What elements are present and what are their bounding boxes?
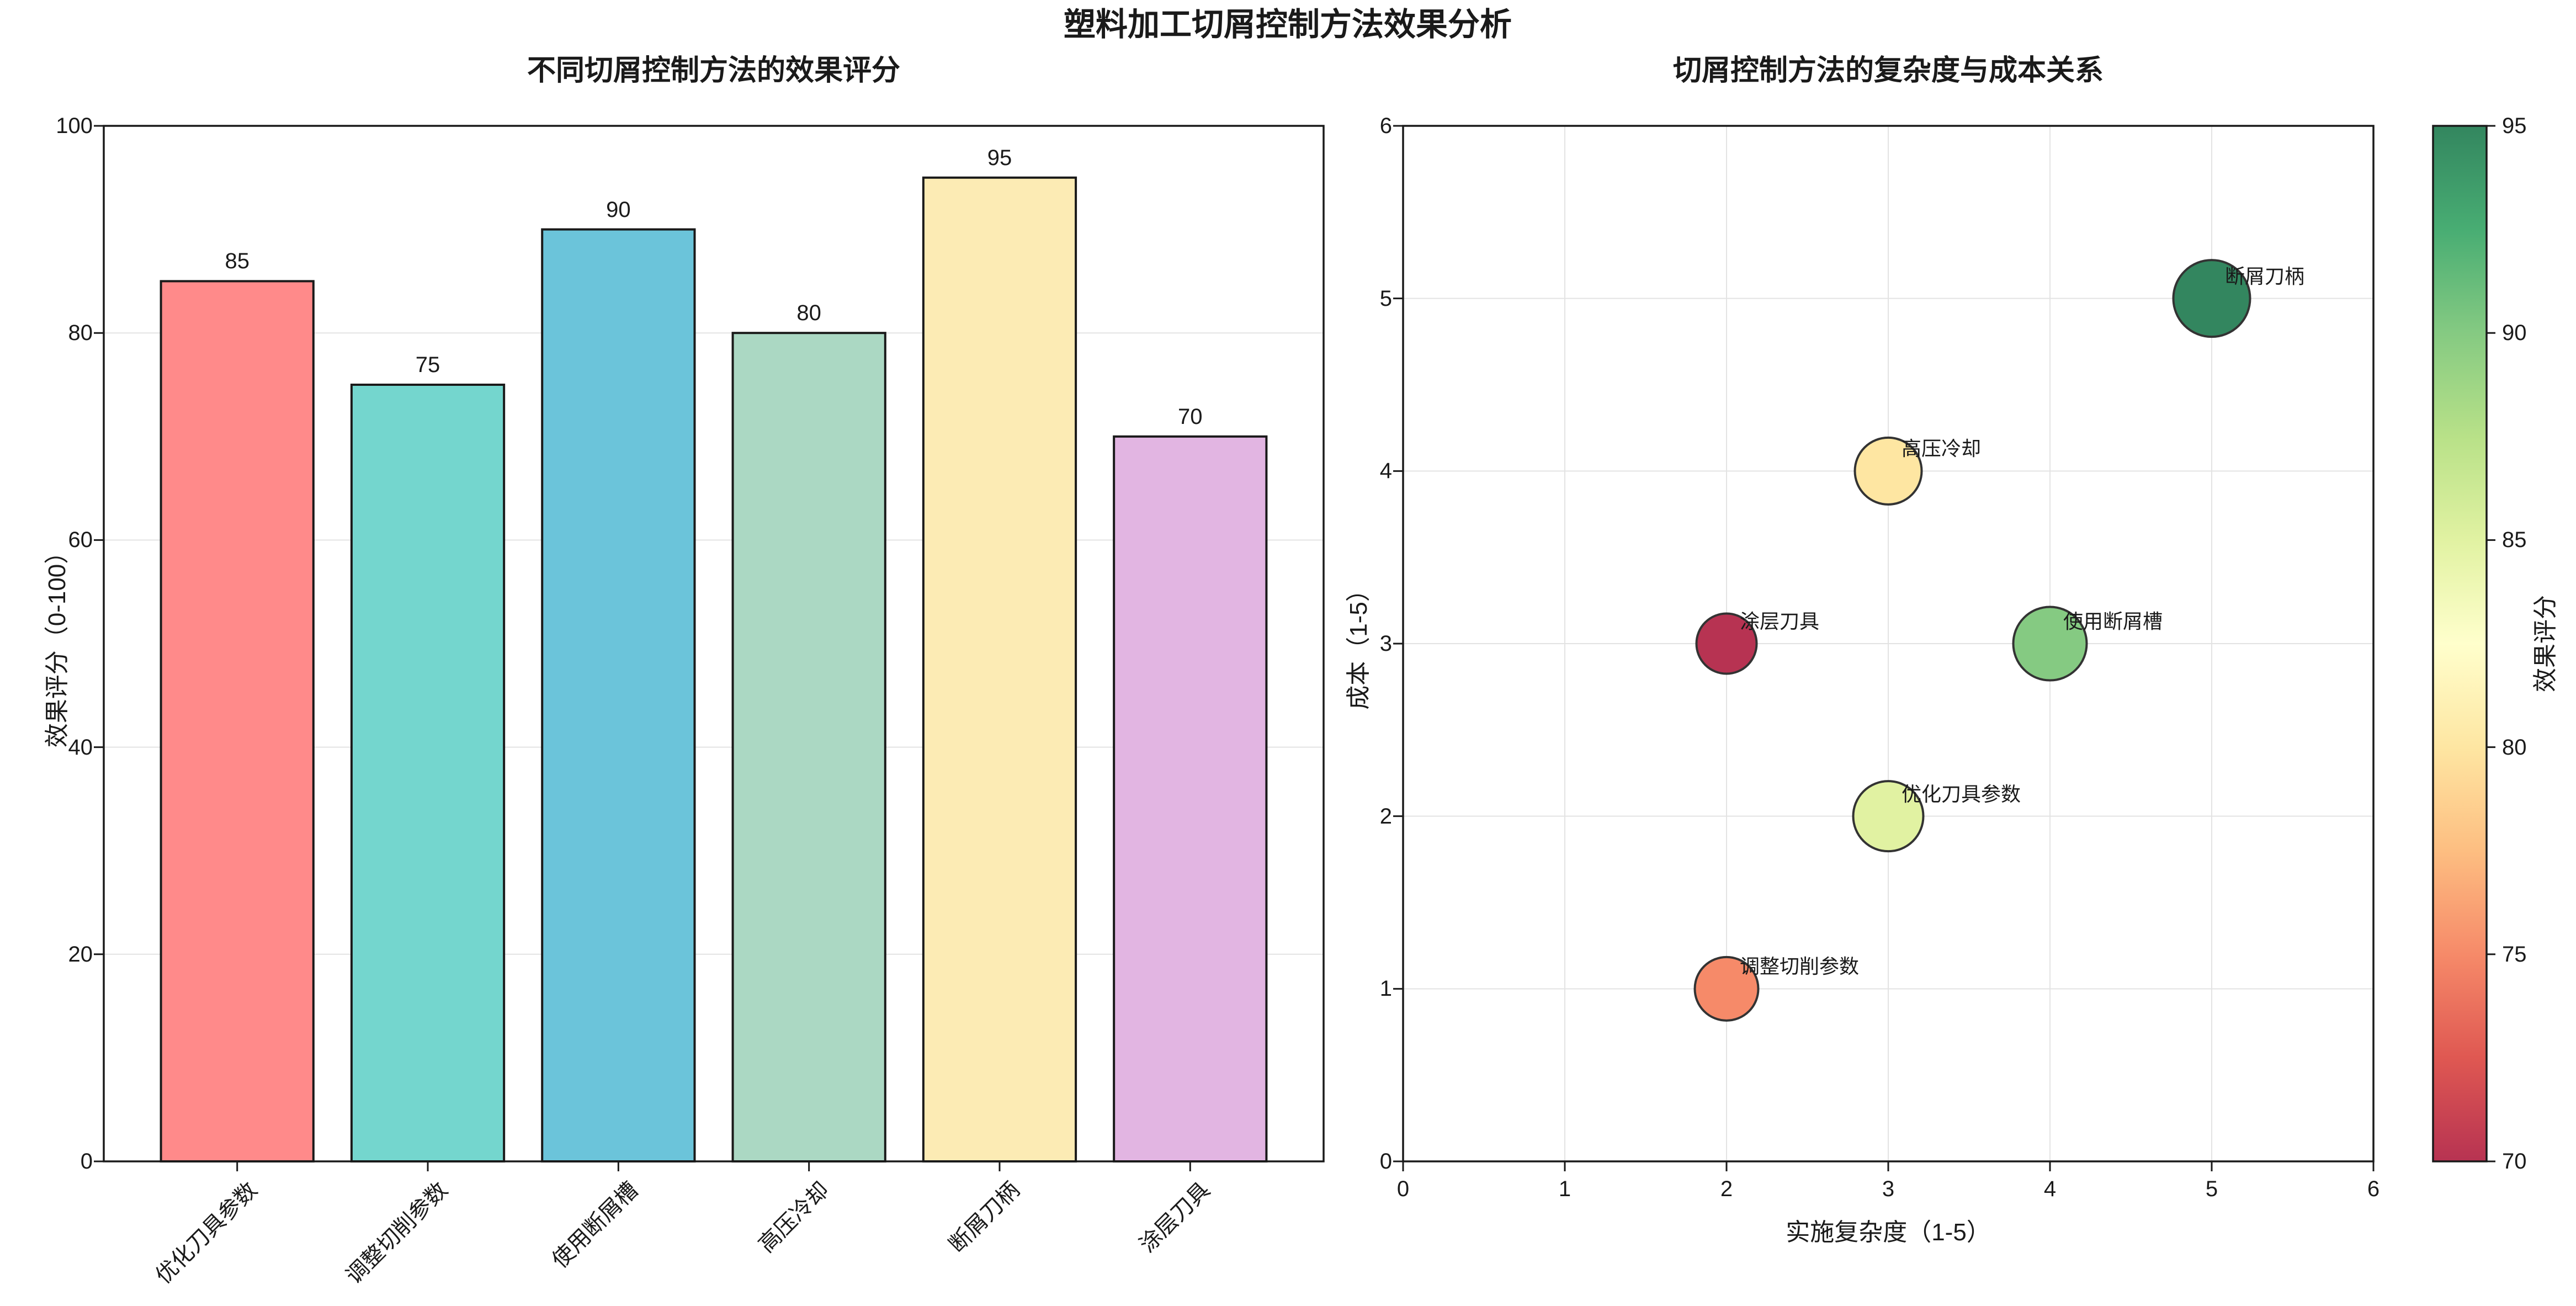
colorbar-label: 效果评分: [2532, 595, 2559, 692]
scatter-point: [1852, 780, 1925, 853]
colorbar-tick-label: 80: [2502, 735, 2527, 760]
point-label: 高压冷却: [1902, 437, 1982, 460]
y-tick-label: 20: [68, 942, 93, 967]
bar: [541, 228, 696, 1163]
y-tick-label: 0: [80, 1149, 93, 1174]
scatter-point: [1695, 612, 1758, 675]
colorbar-tick-label: 70: [2502, 1149, 2527, 1174]
bar: [922, 176, 1077, 1162]
x-tick-label: 0: [1396, 1177, 1410, 1201]
figure-title: 塑料加工切屑控制方法效果分析: [1063, 7, 1512, 43]
bar: [731, 332, 886, 1163]
colorbar-gradient: [2432, 125, 2488, 1162]
bar-value-label: 80: [796, 301, 821, 326]
colorbar-tick-label: 75: [2502, 942, 2527, 967]
point-label: 调整切削参数: [1740, 955, 1860, 978]
bar: [350, 384, 506, 1162]
x-tick-label: 4: [2043, 1177, 2057, 1201]
plot-spine: [103, 125, 1325, 1162]
x-tick-label: 2: [1720, 1177, 1733, 1201]
y-tick-label: 40: [68, 735, 93, 760]
bar-chart-title: 不同切屑控制方法的效果评分: [527, 55, 901, 87]
y-tick-label: 60: [68, 528, 93, 553]
x-tick-label: 3: [1882, 1177, 1895, 1201]
y-tick-label: 1: [1379, 976, 1392, 1001]
scatter-chart-title: 切屑控制方法的复杂度与成本关系: [1672, 55, 2104, 87]
point-label: 使用断屑槽: [2063, 610, 2163, 633]
bar: [160, 280, 315, 1162]
y-tick-label: 2: [1379, 804, 1392, 829]
bar: [1113, 435, 1268, 1162]
bar-value-label: 85: [225, 249, 249, 274]
y-tick-label: 4: [1379, 459, 1392, 484]
point-label: 涂层刀具: [1740, 610, 1820, 633]
colorbar-tick-label: 90: [2502, 321, 2527, 346]
scatter-point: [1853, 436, 1923, 506]
x-tick-label: 5: [2205, 1177, 2218, 1201]
scatter-point: [2012, 606, 2088, 682]
y-tick-label: 100: [56, 114, 93, 138]
bar-value-label: 70: [1178, 404, 1203, 429]
y-tick-label: 5: [1379, 286, 1392, 311]
y-tick-label: 0: [1379, 1149, 1392, 1174]
scatter-point: [2172, 259, 2251, 338]
bar-value-label: 75: [415, 353, 440, 377]
y-tick-label: 3: [1379, 631, 1392, 656]
plot-spine: [1402, 125, 2375, 1162]
x-tick-label: 6: [2367, 1177, 2380, 1201]
y-tick-label: 6: [1379, 114, 1392, 138]
bar-y-axis-label: 效果评分（0-100）: [44, 539, 71, 748]
y-tick-label: 80: [68, 321, 93, 346]
scatter-point: [1693, 955, 1760, 1022]
point-label: 断屑刀柄: [2225, 264, 2305, 288]
x-tick-label: 1: [1558, 1177, 1571, 1201]
point-label: 优化刀具参数: [1902, 782, 2021, 805]
bar-value-label: 90: [606, 197, 631, 222]
scatter-x-axis-label: 实施复杂度（1-5）: [1786, 1219, 1991, 1246]
bar-value-label: 95: [987, 145, 1012, 170]
scatter-y-axis-label: 成本（1-5）: [1345, 577, 1372, 710]
colorbar-tick-label: 95: [2502, 114, 2527, 138]
colorbar-tick-label: 85: [2502, 528, 2527, 553]
